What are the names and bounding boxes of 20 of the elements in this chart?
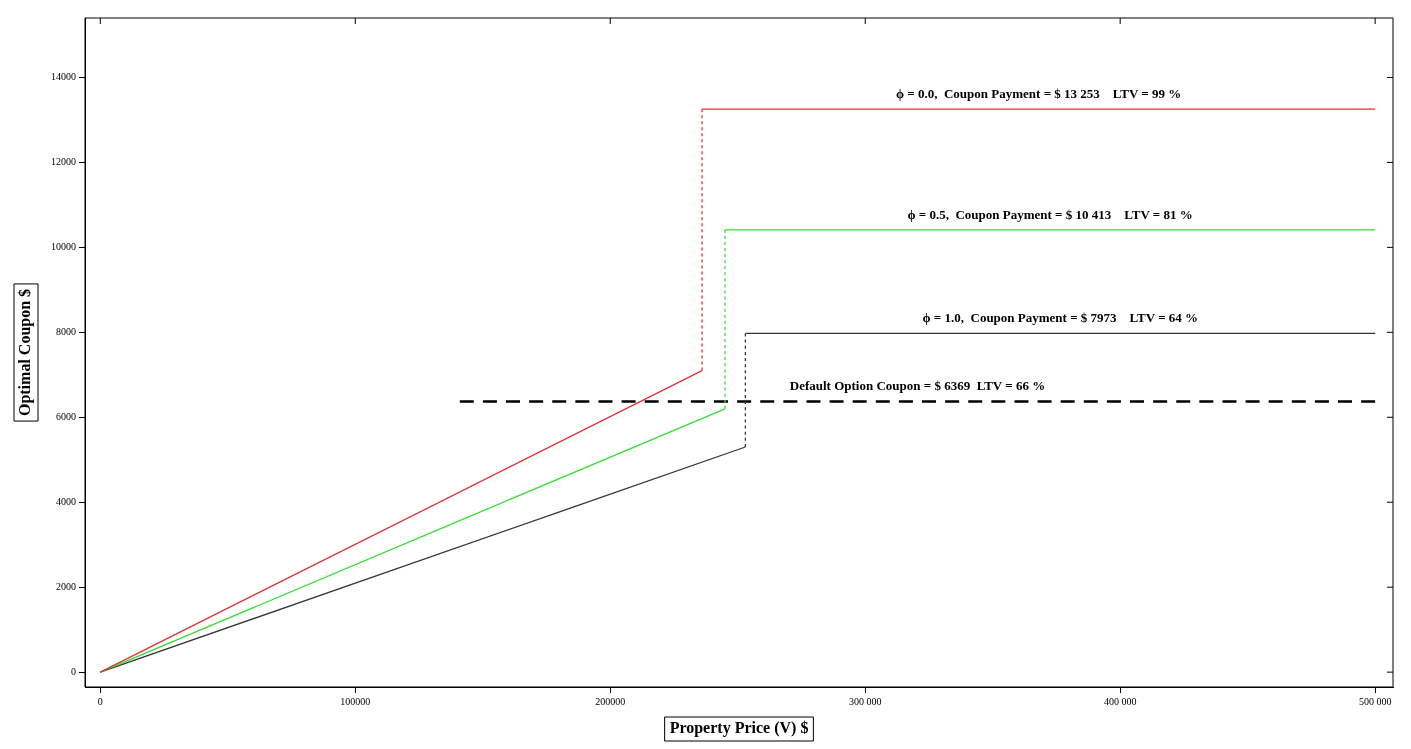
y-tick-label: 10000 [51,241,76,252]
y-tick-label: 6000 [56,410,76,422]
y-tick-label: 4000 [56,495,76,507]
y-tick-label: 8000 [56,325,76,337]
x-tick-label: 0 [97,695,103,707]
x-tick-label: 500 000 [1358,695,1392,707]
y-tick-label: 0 [71,665,76,677]
x-tick-label: 200000 [595,695,626,707]
x-tick-label: 100000 [340,695,371,707]
y-tick-label: 12000 [51,156,76,168]
y-tick-label: 14000 [51,71,76,83]
x-tick-label: 300 000 [848,695,882,707]
series-label: ϕ = 0.0, Coupon Payment = $ 13 253 LTV = 99 % [895,86,1182,102]
y-axis-title: Optimal Coupon $ [16,288,35,417]
x-axis-title: Property Price (V) $ [669,719,809,738]
series-label: Default Option Coupon = $ 6369 LTV = 66 % [789,378,1046,394]
y-tick-label: 2000 [56,580,76,592]
series-label: ϕ = 1.0, Coupon Payment = $ 7973 LTV = 64 % [922,310,1199,326]
series-label: ϕ = 0.5, Coupon Payment = $ 10 413 LTV = 81 % [907,206,1193,222]
x-tick-label: 400 000 [1103,695,1137,707]
